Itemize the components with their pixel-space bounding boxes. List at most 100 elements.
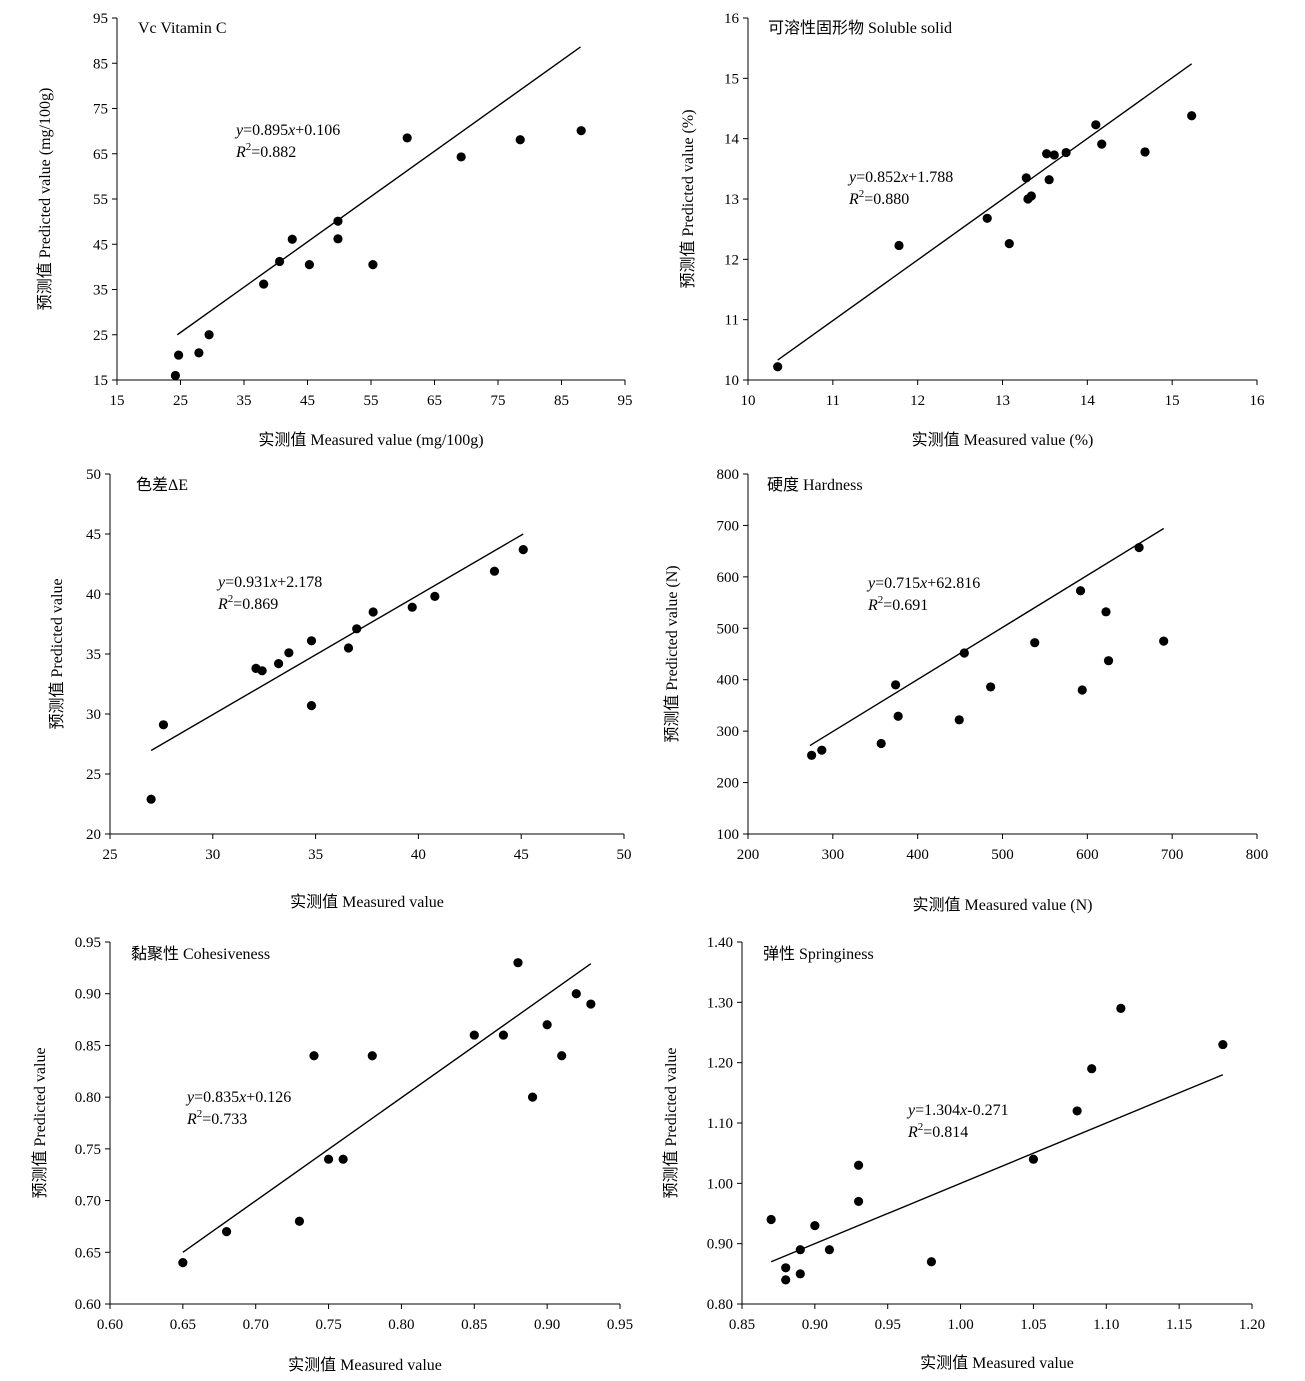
- x-tick-label: 800: [1246, 847, 1269, 863]
- x-tick-label: 35: [237, 393, 252, 409]
- x-tick-label: 25: [103, 847, 118, 863]
- x-tick-label: 0.60: [97, 1317, 123, 1333]
- data-point: [824, 1245, 835, 1255]
- data-point: [576, 126, 586, 136]
- r-superscript: 2: [878, 594, 884, 606]
- y-tick-label: 45: [86, 527, 101, 543]
- x-tick-label: 200: [737, 847, 760, 863]
- x-tick-label: 1.05: [1020, 1317, 1046, 1333]
- data-point: [773, 362, 783, 372]
- r-squared-value: =0.733: [202, 1111, 247, 1128]
- r-squared: R2=0.691: [867, 594, 928, 614]
- data-point: [1218, 1039, 1228, 1050]
- data-point: [557, 1051, 567, 1061]
- r-superscript: 2: [859, 188, 865, 200]
- data-point: [1159, 636, 1169, 646]
- equation-slope: =0.931: [225, 574, 270, 591]
- x-tick-label: 13: [995, 393, 1010, 409]
- x-tick-label: 25: [173, 393, 188, 409]
- data-point: [894, 240, 904, 251]
- data-point: [1103, 656, 1114, 666]
- x-tick-label: 35: [308, 847, 323, 863]
- y-tick-label: 50: [86, 467, 101, 483]
- x-tick-label: 16: [1250, 393, 1266, 409]
- x-axis-label: 实测值 Measured value (%): [912, 431, 1094, 449]
- data-point: [781, 1275, 791, 1285]
- data-point: [1021, 173, 1031, 183]
- x-tick-label: 0.80: [388, 1317, 414, 1333]
- equation-intercept: +1.788: [908, 169, 953, 186]
- y-tick-label: 300: [717, 724, 740, 740]
- r-squared: R2=0.880: [848, 188, 909, 208]
- data-point: [1134, 542, 1144, 553]
- regression-equation: y=0.895x+0.106: [234, 122, 340, 139]
- chart-title: 黏聚性 Cohesiveness: [131, 945, 270, 963]
- regression-equation: y=1.304x-0.271: [906, 1102, 1009, 1119]
- data-point: [257, 666, 267, 676]
- data-point: [986, 682, 996, 692]
- data-point: [368, 260, 378, 270]
- data-point: [766, 1214, 776, 1225]
- data-point: [273, 659, 284, 669]
- y-axis-label: 预测值 Predicted value (N): [663, 565, 681, 742]
- x-axis-label: 实测值 Measured value: [288, 1356, 442, 1374]
- data-point: [1026, 191, 1036, 201]
- x-tick-label: 0.85: [729, 1317, 755, 1333]
- data-point: [513, 958, 523, 968]
- equation-slope: =0.895: [243, 122, 288, 139]
- chart-panel-5: 0.60 0.65 0.70 0.75 0.80 0.85 0.90 0.95 0.60 0.65…: [31, 935, 633, 1374]
- equation-y: y: [216, 574, 226, 591]
- y-axis-label: 预测值 Predicted value: [48, 578, 66, 729]
- equation-intercept: -0.271: [967, 1102, 1008, 1119]
- chart-panel-4: 200 300 400 500 600 700 800 100 200 300 400 500 600 7…: [663, 467, 1268, 914]
- data-point: [170, 370, 181, 381]
- r-squared: R2=0.869: [217, 593, 278, 613]
- y-tick-label: 13: [724, 192, 739, 208]
- y-tick-label: 15: [93, 373, 108, 389]
- y-tick-label: 0.95: [75, 935, 101, 951]
- data-point: [1075, 586, 1086, 596]
- x-tick-label: 0.70: [243, 1317, 269, 1333]
- x-tick-label: 1.20: [1239, 1317, 1265, 1333]
- x-tick-label: 10: [741, 393, 756, 409]
- data-point: [959, 648, 969, 658]
- x-tick-label: 1.15: [1166, 1317, 1192, 1333]
- data-point: [1101, 607, 1111, 617]
- data-point: [807, 750, 817, 760]
- data-point: [1072, 1106, 1082, 1116]
- y-tick-label: 200: [717, 776, 740, 792]
- data-point: [333, 216, 343, 226]
- data-point: [518, 545, 528, 555]
- regression-line: [777, 63, 1193, 361]
- y-tick-label: 14: [724, 132, 740, 148]
- r-symbol: R: [907, 1124, 918, 1141]
- y-tick-label: 0.65: [75, 1245, 101, 1261]
- y-tick-label: 500: [717, 621, 740, 637]
- y-tick-label: 0.60: [75, 1297, 101, 1313]
- y-tick-label: 15: [724, 71, 739, 87]
- data-point: [407, 602, 417, 612]
- x-tick-label: 500: [991, 847, 1014, 863]
- data-point: [306, 636, 317, 646]
- data-point: [891, 680, 901, 690]
- data-point: [1030, 638, 1040, 648]
- x-tick-label: 1.00: [947, 1317, 973, 1333]
- data-point: [876, 738, 886, 749]
- y-tick-label: 0.70: [75, 1194, 101, 1210]
- y-tick-label: 65: [93, 147, 108, 163]
- chart-title: 硬度 Hardness: [767, 476, 863, 494]
- y-tick-label: 1.40: [707, 935, 733, 951]
- chart-panel-1: 15 25 35 45 55 65 75 85 95 15 25 35 45 55 65 75 85 95 Vc V…: [36, 11, 633, 449]
- x-tick-label: 15: [110, 393, 125, 409]
- y-tick-label: 20: [86, 827, 101, 843]
- r-superscript: 2: [228, 593, 234, 605]
- x-tick-label: 45: [514, 847, 529, 863]
- equation-y: y: [234, 122, 244, 139]
- data-point: [1004, 239, 1014, 249]
- x-axis-label: 实测值 Measured value (mg/100g): [258, 431, 483, 449]
- y-axis-label: 预测值 Predicted value (mg/100g): [36, 88, 54, 311]
- chart-title: 可溶性固形物 Soluble solid: [768, 19, 952, 37]
- y-tick-label: 55: [93, 192, 108, 208]
